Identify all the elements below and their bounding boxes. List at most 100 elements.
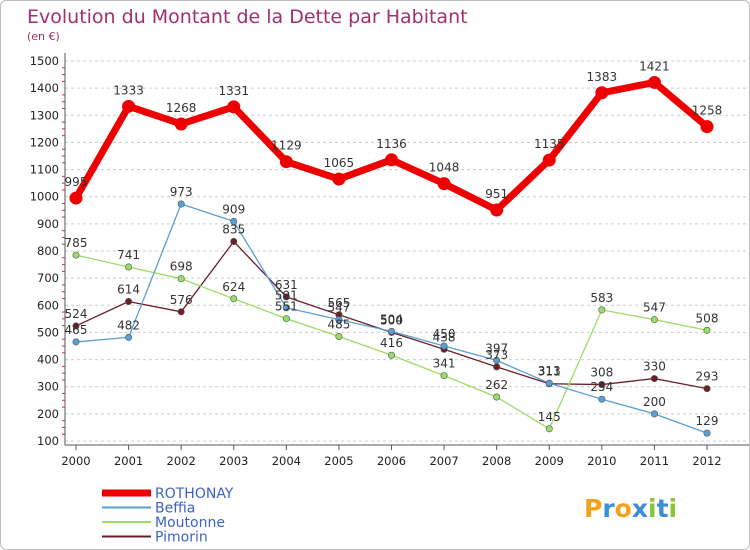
data-label-rothonay: 1135 [534, 137, 565, 151]
data-label-moutonne: 262 [485, 378, 508, 392]
data-label-beffia: 465 [65, 323, 88, 337]
data-point-beffia [650, 410, 658, 418]
data-point-moutonne [440, 372, 448, 380]
data-point-pimorin [125, 297, 133, 305]
y-tick-label: 500 [37, 325, 59, 339]
data-label-moutonne: 416 [380, 336, 403, 350]
data-point-moutonne [703, 326, 711, 334]
y-tick-label: 600 [37, 298, 59, 312]
y-tick-label: 800 [37, 244, 59, 258]
data-label-moutonne: 624 [222, 280, 245, 294]
data-label-pimorin: 293 [696, 370, 719, 384]
data-labels: 995 1333 1268 1331 1129 1065 1136 1048 951 1135 13… [65, 59, 723, 428]
data-point-beffia [72, 338, 80, 346]
data-point-rothonay [385, 153, 398, 167]
data-label-pimorin: 500 [380, 313, 403, 327]
data-point-rothonay [595, 86, 609, 100]
data-label-pimorin: 565 [327, 296, 350, 310]
x-tick-label: 2012 [692, 454, 721, 468]
data-label-moutonne: 547 [643, 301, 666, 315]
data-label-rothonay: 1421 [639, 59, 670, 73]
legend-label-beffia: Beffia [155, 501, 195, 517]
data-label-pimorin: 835 [222, 223, 245, 237]
data-label-moutonne: 485 [327, 318, 350, 332]
logo-letter: i [648, 494, 657, 523]
chart-subtitle: (en €) [27, 30, 60, 43]
data-label-rothonay: 1331 [218, 84, 249, 98]
data-label-moutonne: 698 [170, 260, 193, 274]
x-tick-label: 2005 [324, 454, 353, 468]
data-label-rothonay: 951 [485, 187, 508, 201]
data-point-beffia [335, 316, 343, 324]
y-tick-label: 1300 [30, 108, 59, 122]
data-point-pimorin [230, 238, 238, 246]
data-point-beffia [177, 200, 185, 208]
data-label-pimorin: 614 [117, 282, 140, 296]
x-tick-label: 2000 [61, 454, 90, 468]
logo-letter: i [669, 494, 678, 523]
data-point-moutonne [598, 306, 606, 314]
data-label-pimorin: 576 [170, 293, 193, 307]
x-tick-label: 2001 [114, 454, 143, 468]
data-label-beffia: 200 [643, 395, 666, 409]
data-label-pimorin: 330 [643, 360, 666, 374]
axes: 100 200 300 400 500 600 700 800 900 1000 1100 1200 1… [30, 53, 749, 468]
data-point-moutonne [387, 351, 395, 359]
data-label-moutonne: 741 [117, 248, 140, 262]
data-point-rothonay [227, 100, 241, 114]
data-point-rothonay [437, 177, 451, 191]
data-label-beffia: 450 [433, 327, 456, 341]
data-point-pimorin [598, 381, 606, 389]
data-label-pimorin: 311 [538, 365, 561, 379]
data-label-beffia: 482 [117, 318, 140, 332]
data-point-pimorin [177, 308, 185, 316]
data-label-rothonay: 1268 [166, 101, 197, 115]
data-label-rothonay: 1065 [324, 156, 355, 170]
logo-letter: o [615, 494, 632, 523]
series-layer [69, 75, 714, 437]
data-point-beffia [440, 342, 448, 350]
logo-letter: x [632, 494, 648, 523]
x-tick-label: 2007 [429, 454, 458, 468]
data-label-beffia: 909 [222, 202, 245, 216]
chart-title: Evolution du Montant de la Dette par Hab… [27, 6, 468, 28]
data-label-rothonay: 1383 [587, 70, 618, 84]
data-label-beffia: 129 [696, 414, 719, 428]
data-label-beffia: 547 [327, 301, 350, 315]
data-point-rothonay [542, 153, 556, 167]
x-tick-label: 2003 [219, 454, 248, 468]
logo-letter: P [584, 494, 602, 523]
data-label-beffia: 973 [170, 185, 193, 199]
data-label-pimorin: 308 [590, 366, 613, 380]
data-point-beffia [703, 429, 711, 437]
data-point-rothonay [490, 203, 504, 217]
y-tick-label: 1500 [30, 54, 59, 68]
data-label-moutonne: 583 [590, 291, 613, 305]
data-point-rothonay [122, 99, 136, 113]
data-point-moutonne [125, 263, 133, 271]
data-label-rothonay: 1333 [113, 83, 144, 97]
x-tick-label: 2002 [167, 454, 196, 468]
data-label-pimorin: 631 [275, 278, 298, 292]
data-label-beffia: 591 [275, 289, 298, 303]
data-point-moutonne [177, 275, 185, 283]
data-point-pimorin [493, 363, 501, 371]
data-label-rothonay: 1129 [271, 139, 302, 153]
y-tick-label: 300 [37, 380, 59, 394]
legend-label-moutonne: Moutonne [155, 515, 225, 531]
data-label-rothonay: 1258 [692, 104, 723, 118]
data-point-rothonay [174, 117, 188, 131]
data-label-moutonne: 785 [65, 236, 88, 250]
legend-label-rothonay: ROTHONAY [155, 486, 234, 502]
logo-letter: t [657, 494, 669, 523]
data-point-rothonay [332, 172, 346, 186]
data-label-moutonne: 145 [538, 410, 561, 424]
y-tick-label: 1200 [30, 135, 59, 149]
data-label-beffia: 254 [590, 380, 613, 394]
data-label-beffia: 397 [485, 341, 508, 355]
data-point-pimorin [703, 385, 711, 393]
x-tick-label: 2006 [377, 454, 406, 468]
data-point-moutonne [282, 315, 290, 323]
